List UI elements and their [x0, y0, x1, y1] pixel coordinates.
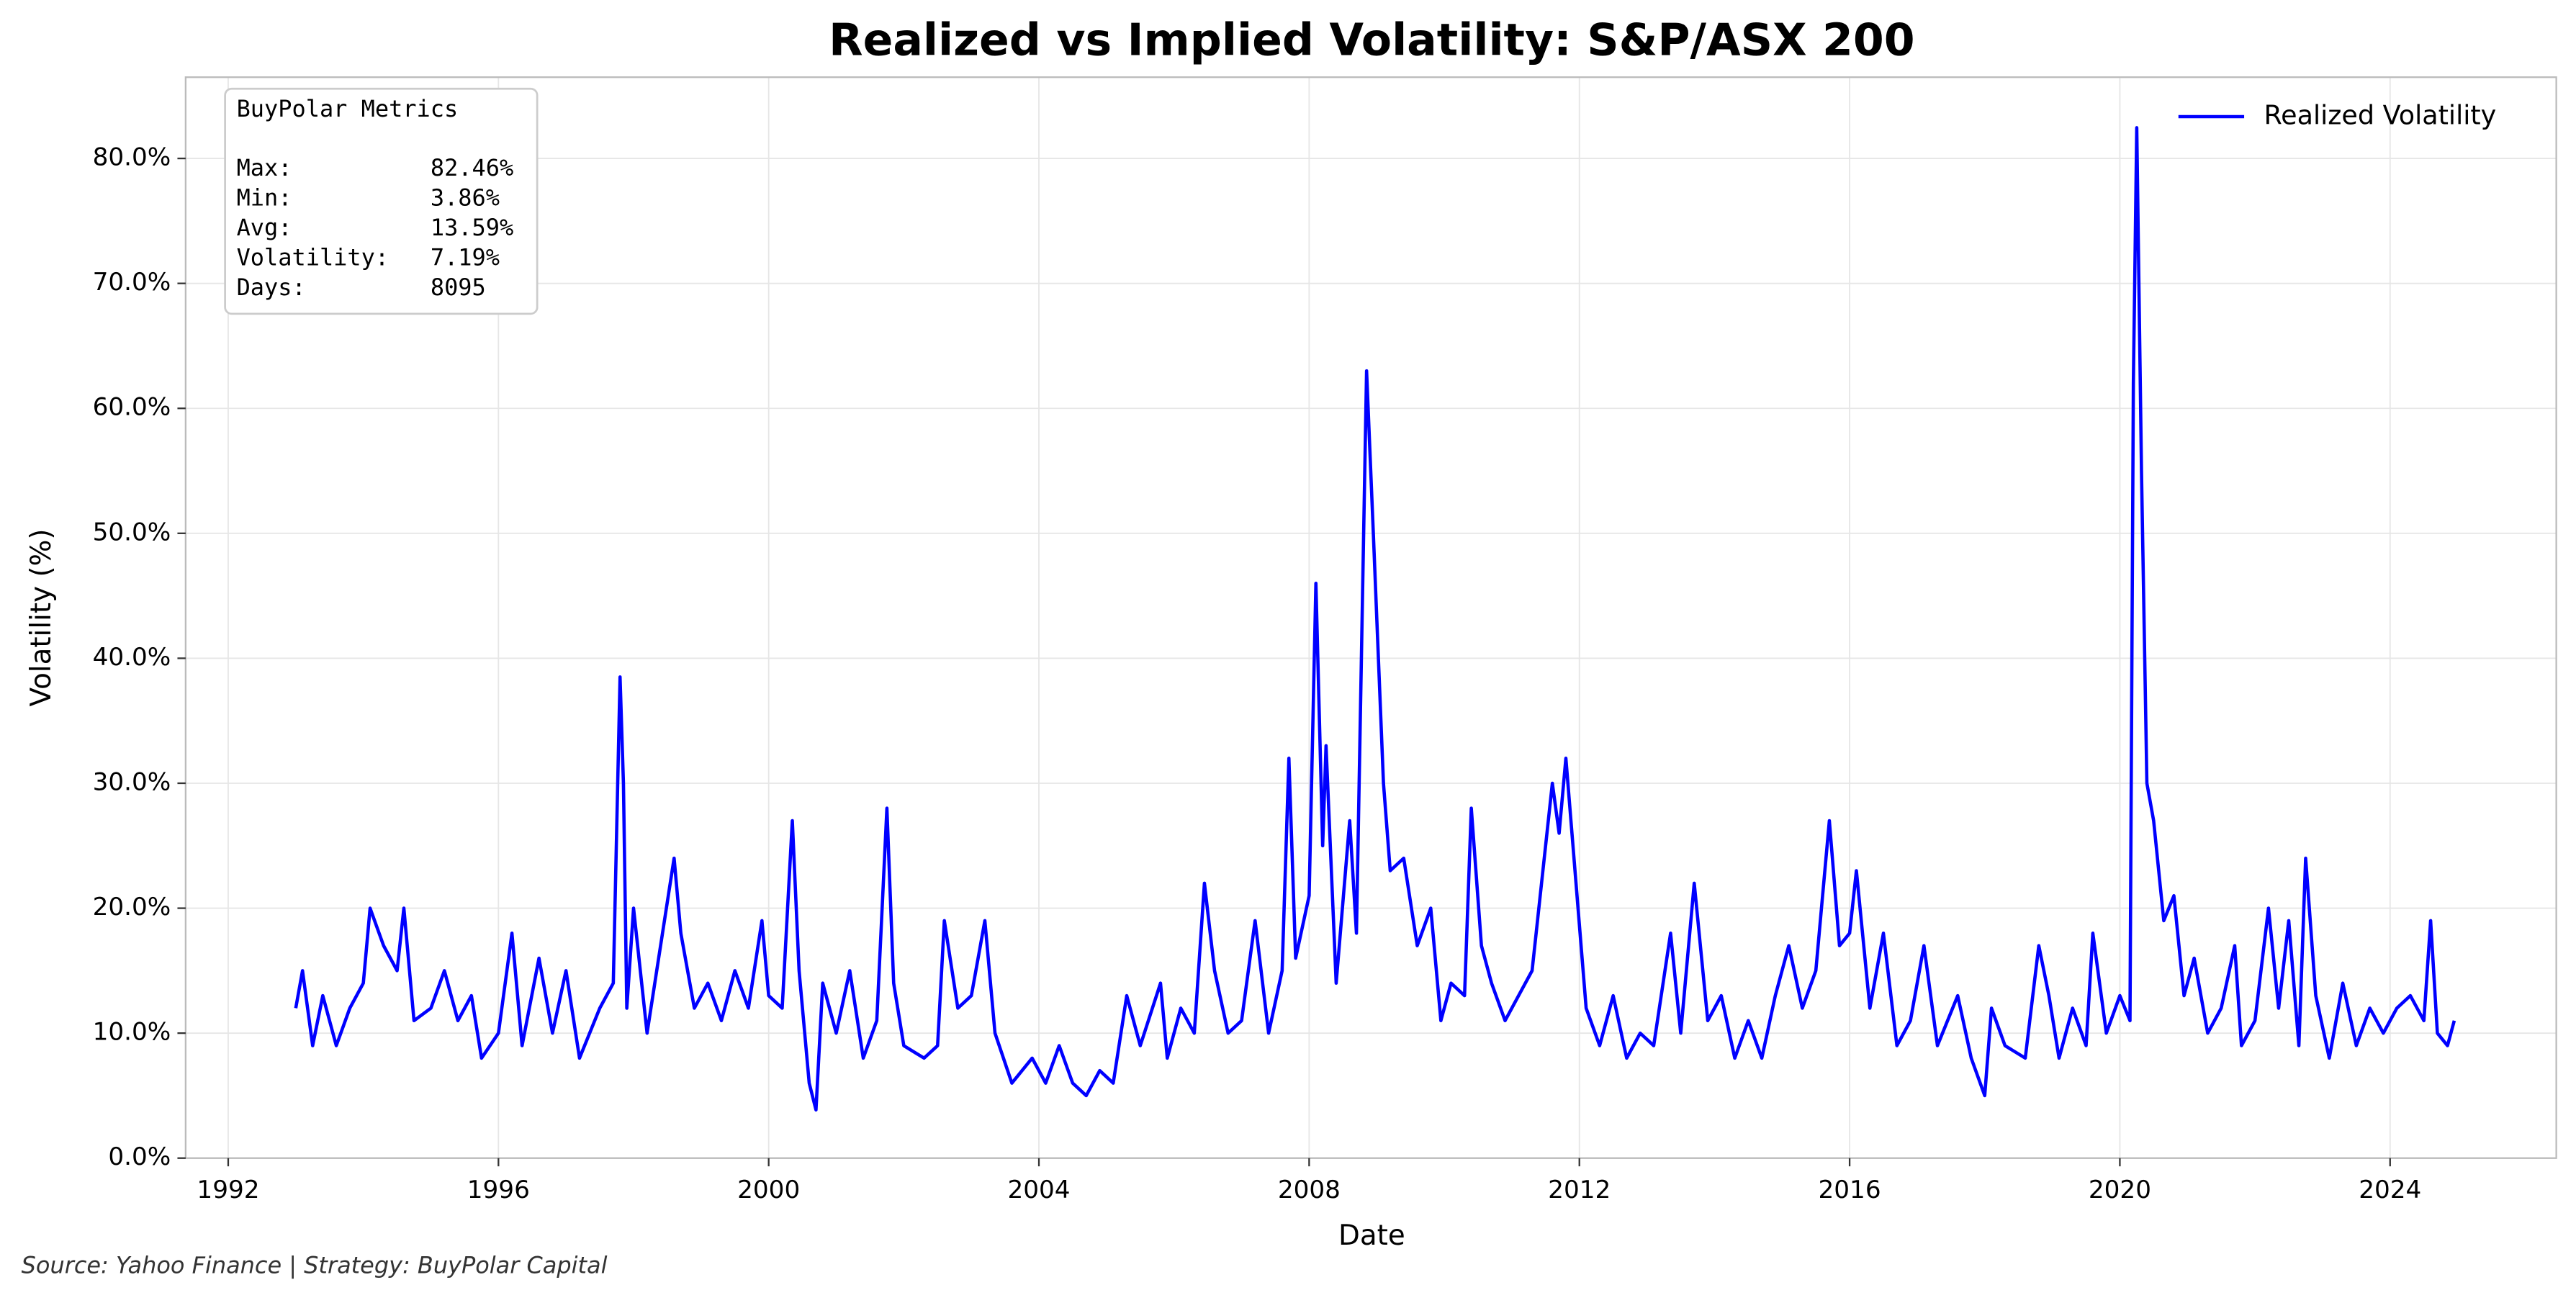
- stats-box-frame: [224, 87, 539, 315]
- x-tick-label: 1996: [467, 1176, 530, 1204]
- stats-value: 7.19%: [431, 244, 500, 271]
- x-tick-label: 2020: [2089, 1176, 2151, 1204]
- stats-label: Days:: [237, 274, 306, 301]
- x-axis-label: Date: [1338, 1219, 1405, 1252]
- stats-value: 3.86%: [431, 184, 500, 212]
- stats-label: Min:: [237, 184, 292, 212]
- y-axis-label: Volatility (%): [25, 529, 58, 707]
- stats-box: BuyPolar Metrics Max: 82.46% Min: 3.86% Avg: 1…: [224, 87, 539, 315]
- x-tick-label: 1992: [197, 1176, 259, 1204]
- stats-title: BuyPolar Metrics: [237, 95, 459, 122]
- y-tick-label: 50.0%: [93, 518, 171, 546]
- chart-title: Realized vs Implied Volatility: S&P/ASX …: [829, 14, 1915, 66]
- stats-value: 82.46%: [431, 154, 513, 181]
- x-tick-label: 2000: [737, 1176, 800, 1204]
- y-tick-label: 40.0%: [93, 643, 171, 672]
- ticks: 0.0% 10.0% 20.0% 30.0% 40.0% 50.0% 60.0% 70.0% 8…: [93, 143, 2422, 1204]
- y-tick-label: 30.0%: [93, 767, 171, 796]
- x-tick-label: 2016: [1819, 1176, 1881, 1204]
- x-tick-label: 2008: [1278, 1176, 1341, 1204]
- line-series: [294, 126, 2456, 1112]
- legend: Realized Volatility: [2178, 100, 2496, 131]
- source-note: Source: Yahoo Finance | Strategy: BuyPol…: [22, 1251, 608, 1279]
- stats-value: 13.59%: [431, 214, 513, 241]
- y-tick-label: 70.0%: [93, 268, 171, 297]
- legend-label: Realized Volatility: [2264, 100, 2496, 131]
- y-tick-label: 60.0%: [93, 393, 171, 422]
- x-tick-label: 2004: [1007, 1176, 1070, 1204]
- plot-area: [294, 126, 2456, 1112]
- y-tick-label: 10.0%: [93, 1018, 171, 1047]
- y-tick-label: 80.0%: [93, 143, 171, 172]
- y-tick-label: 20.0%: [93, 893, 171, 921]
- stats-value: 8095: [431, 274, 486, 301]
- stats-label: Avg:: [237, 214, 292, 241]
- stats-label: Max:: [237, 154, 292, 181]
- y-tick-label: 0.0%: [108, 1142, 171, 1171]
- x-tick-label: 2024: [2359, 1176, 2421, 1204]
- x-tick-label: 2012: [1548, 1176, 1611, 1204]
- stats-label: Volatility:: [237, 244, 389, 271]
- axes-frame: [184, 76, 2557, 1159]
